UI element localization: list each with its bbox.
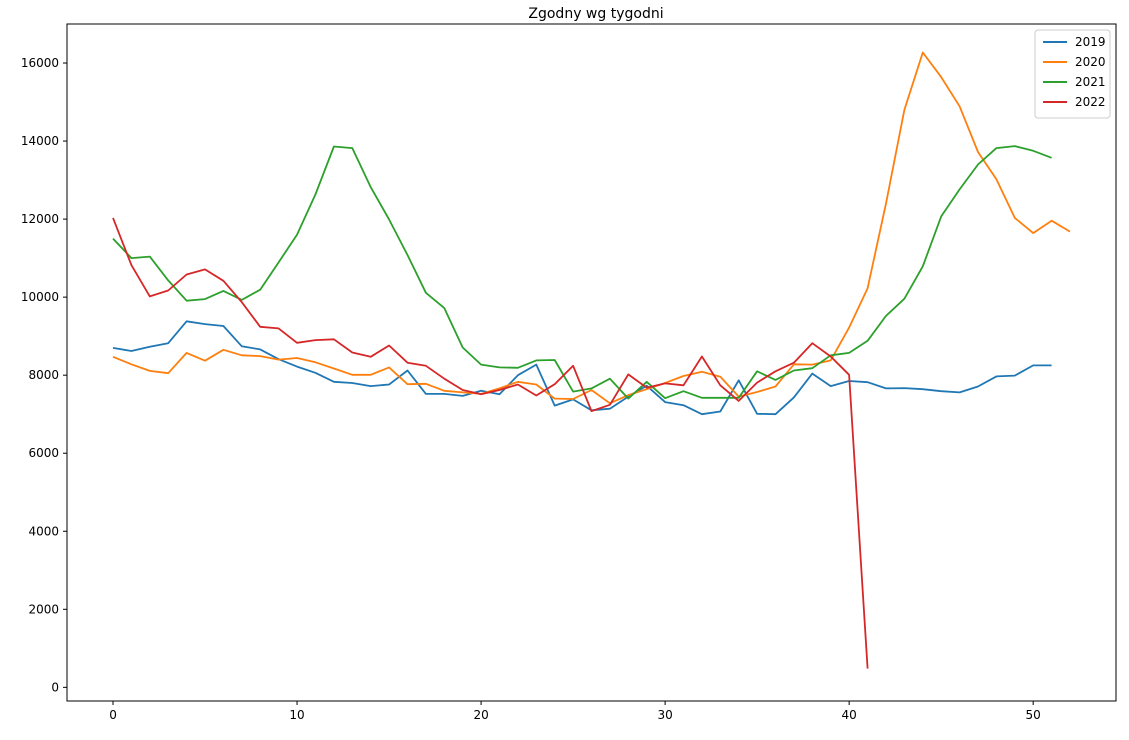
y-tick-label: 10000	[21, 290, 59, 304]
y-tick-label: 6000	[28, 446, 59, 460]
x-tick-label: 0	[109, 708, 117, 722]
y-tick-label: 4000	[28, 524, 59, 538]
legend-box	[1034, 29, 1111, 119]
series-line-2019	[112, 320, 1052, 416]
y-tick-label: 16000	[21, 56, 59, 70]
plot-frame	[67, 24, 1116, 701]
legend: 2019 2020 2021 2022	[1034, 29, 1111, 119]
legend-label-2021: 2021	[1075, 75, 1106, 89]
legend-label-2022: 2022	[1075, 95, 1106, 109]
x-tick-label: 10	[289, 708, 304, 722]
plot-area	[66, 23, 1117, 702]
legend-label-2019: 2019	[1075, 35, 1106, 49]
series-layer	[112, 51, 1071, 669]
legend-label-2020: 2020	[1075, 55, 1106, 69]
plot-border	[66, 23, 1117, 702]
y-tick-label: 14000	[21, 134, 59, 148]
y-tick-label: 0	[51, 680, 59, 694]
series-line-2020	[112, 51, 1071, 405]
series-line-2022	[112, 217, 869, 669]
x-tick-label: 50	[1026, 708, 1041, 722]
x-tick-label: 40	[842, 708, 857, 722]
y-tick-label: 2000	[28, 602, 59, 616]
chart-title: Zgodny wg tygodni	[528, 6, 663, 22]
x-tick-label: 30	[657, 708, 672, 722]
y-tick-label: 12000	[21, 212, 59, 226]
y-axis: 0 2000 4000 6000 8000 10000 12000 14000 16000	[21, 56, 67, 694]
x-axis: 0 10 20 30 40 50	[109, 701, 1041, 722]
x-tick-label: 20	[473, 708, 488, 722]
y-tick-label: 8000	[28, 368, 59, 382]
